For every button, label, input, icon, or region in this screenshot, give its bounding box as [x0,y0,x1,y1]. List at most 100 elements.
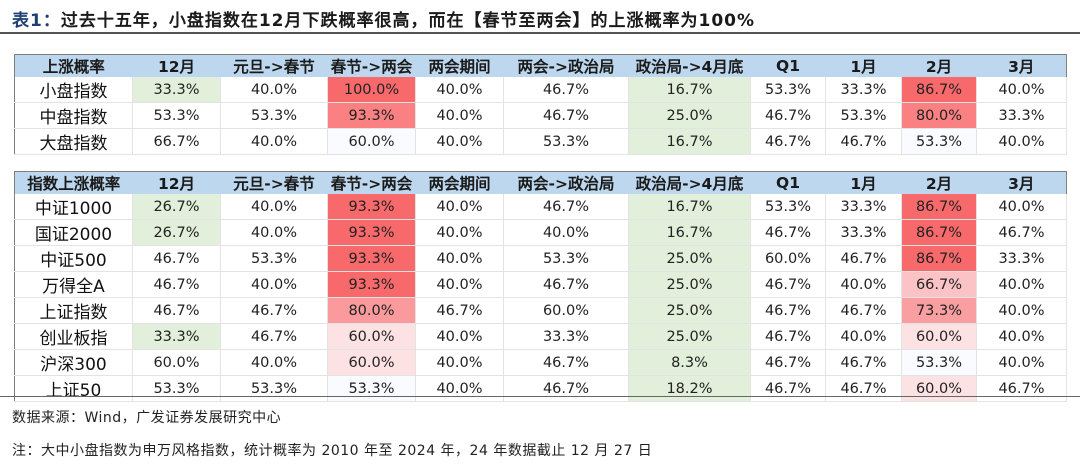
probability-cell: 40.0% [976,271,1067,298]
column-header: 政治局->4月底 [628,54,751,77]
column-header: 1月 [825,171,902,194]
column-header: 春节->两会 [327,54,416,77]
probability-cell: 40.0% [503,219,629,246]
table-row: 中证500 46.7% 53.3% 93.3% 40.0% 53.3% 25.0% 60.0%… [14,245,1067,272]
probability-cell: 66.7% [132,128,221,155]
probability-cell: 100.0% [327,77,416,103]
probability-cell: 60.0% [750,245,826,272]
table-row: 万得全A 46.7% 40.0% 93.3% 40.0% 46.7% 25.0% 46.7% 4… [14,271,1067,298]
probability-cell: 33.3% [132,77,221,103]
probability-cell: 18.2% [628,375,751,402]
column-header: 两会期间 [415,171,504,194]
row-label: 沪深300 [14,349,133,376]
row-label: 万得全A [14,271,133,298]
probability-cell: 46.7% [415,297,504,324]
probability-cell: 40.0% [415,245,504,272]
column-header: 两会->政治局 [503,54,629,77]
probability-cell: 53.3% [901,128,977,155]
probability-cell: 40.0% [220,128,328,155]
large-mid-small-cap-probability-table: 上涨概率 12月 元旦->春节 春节->两会 两会期间 两会->政治局 政治局->4月底 Q1… [14,54,1067,155]
probability-cell: 46.7% [976,375,1067,402]
column-header: 12月 [132,171,221,194]
footnote: 注：大中小盘指数为申万风格指数，统计概率为 2010 年至 2024 年，24 … [12,443,653,459]
probability-cell: 46.7% [825,128,902,155]
probability-cell: 46.7% [750,102,826,129]
probability-cell: 40.0% [825,271,902,298]
header-row: 指数上涨概率 12月 元旦->春节 春节->两会 两会期间 两会->政治局 政治局->4月底… [14,171,1067,194]
row-label: 中证1000 [14,194,133,220]
probability-cell: 93.3% [327,219,416,246]
probability-cell: 40.0% [976,77,1067,103]
probability-cell: 33.3% [976,245,1067,272]
table-row: 小盘指数 33.3% 40.0% 100.0% 40.0% 46.7% 16.7% 53.3%… [14,77,1067,103]
probability-cell: 53.3% [220,375,328,402]
column-header: 两会期间 [415,54,504,77]
probability-cell: 40.0% [415,128,504,155]
table-number: 表1： [12,11,61,31]
probability-cell: 93.3% [327,271,416,298]
column-header: 元旦->春节 [220,54,328,77]
probability-cell: 33.3% [503,323,629,350]
probability-cell: 46.7% [976,219,1067,246]
table-title-text: 过去十五年，小盘指数在12月下跌概率很高，而在【春节至两会】的上涨概率为100% [60,11,756,31]
probability-cell: 80.0% [327,297,416,324]
probability-cell: 26.7% [132,219,221,246]
header-cell-label: 上涨概率 [14,54,133,77]
probability-cell: 40.0% [220,271,328,298]
probability-cell: 46.7% [503,102,629,129]
probability-cell: 53.3% [132,375,221,402]
table-row: 中盘指数 53.3% 53.3% 93.3% 40.0% 46.7% 25.0% 46.7% 5… [14,102,1067,129]
probability-cell: 46.7% [503,349,629,376]
probability-cell: 25.0% [628,271,751,298]
probability-cell: 60.0% [327,128,416,155]
probability-cell: 80.0% [901,102,977,129]
probability-cell: 46.7% [825,297,902,324]
probability-cell: 33.3% [825,219,902,246]
column-header: 政治局->4月底 [628,171,751,194]
table-row: 中证1000 26.7% 40.0% 93.3% 40.0% 46.7% 16.7% 53.3… [14,194,1067,220]
probability-cell: 40.0% [220,194,328,220]
probability-cell: 53.3% [503,128,629,155]
probability-cell: 46.7% [132,271,221,298]
probability-cell: 46.7% [825,349,902,376]
probability-cell: 60.0% [327,323,416,350]
column-header: Q1 [750,54,826,77]
probability-cell: 33.3% [132,323,221,350]
probability-cell: 73.3% [901,297,977,324]
probability-cell: 60.0% [901,323,977,350]
probability-cell: 16.7% [628,77,751,103]
row-label: 中证500 [14,245,133,272]
probability-cell: 40.0% [825,323,902,350]
probability-cell: 33.3% [825,77,902,103]
probability-cell: 46.7% [220,323,328,350]
probability-cell: 93.3% [327,245,416,272]
probability-cell: 46.7% [750,219,826,246]
probability-cell: 40.0% [220,349,328,376]
probability-cell: 46.7% [750,375,826,402]
probability-cell: 40.0% [415,102,504,129]
probability-cell: 53.3% [220,102,328,129]
row-label: 大盘指数 [14,128,133,155]
probability-cell: 93.3% [327,194,416,220]
index-probability-table: 指数上涨概率 12月 元旦->春节 春节->两会 两会期间 两会->政治局 政治局->4月底… [14,171,1067,402]
probability-cell: 40.0% [415,219,504,246]
table-row: 上证指数 46.7% 46.7% 80.0% 46.7% 60.0% 25.0% 46.7% 4… [14,297,1067,324]
probability-cell: 25.0% [628,245,751,272]
probability-cell: 53.3% [750,77,826,103]
probability-cell: 40.0% [976,194,1067,220]
probability-cell: 86.7% [901,245,977,272]
header-row: 上涨概率 12月 元旦->春节 春节->两会 两会期间 两会->政治局 政治局->4月底 Q1… [14,54,1067,77]
column-header: 12月 [132,54,221,77]
probability-cell: 40.0% [976,128,1067,155]
footer-rule-divider [0,396,1080,397]
probability-cell: 66.7% [901,271,977,298]
column-header: Q1 [750,171,826,194]
probability-cell: 60.0% [503,297,629,324]
probability-cell: 46.7% [503,77,629,103]
table-title: 表1：过去十五年，小盘指数在12月下跌概率很高，而在【春节至两会】的上涨概率为1… [12,6,755,31]
row-label: 中盘指数 [14,102,133,129]
column-header: 2月 [901,171,977,194]
probability-cell: 46.7% [503,375,629,402]
probability-cell: 40.0% [415,77,504,103]
probability-cell: 40.0% [415,194,504,220]
